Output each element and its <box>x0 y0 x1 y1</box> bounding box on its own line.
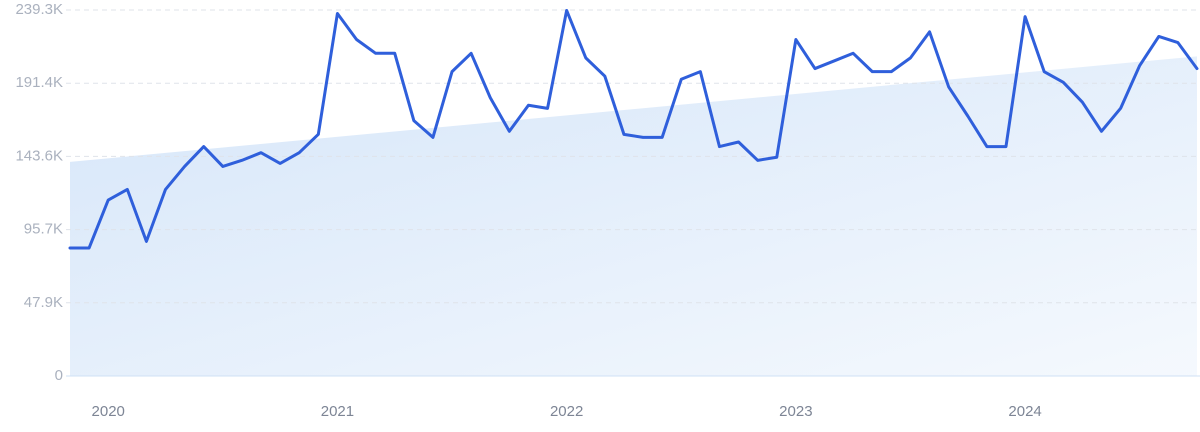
y-tick-label: 47.9K <box>24 294 63 311</box>
x-tick-label: 2023 <box>779 403 812 420</box>
y-tick-label: 0 <box>55 367 63 384</box>
x-tick-label: 2022 <box>550 403 583 420</box>
y-tick-label: 95.7K <box>24 221 63 238</box>
trend-area <box>70 56 1197 377</box>
y-tick-label: 239.3K <box>15 1 63 18</box>
data-line <box>68 8 1199 250</box>
x-tick-label: 2024 <box>1008 403 1041 420</box>
y-tick-label: 143.6K <box>15 147 63 164</box>
x-tick-label: 2021 <box>321 403 354 420</box>
y-tick-label: 191.4K <box>15 74 63 91</box>
x-tick-label: 2020 <box>92 403 125 420</box>
